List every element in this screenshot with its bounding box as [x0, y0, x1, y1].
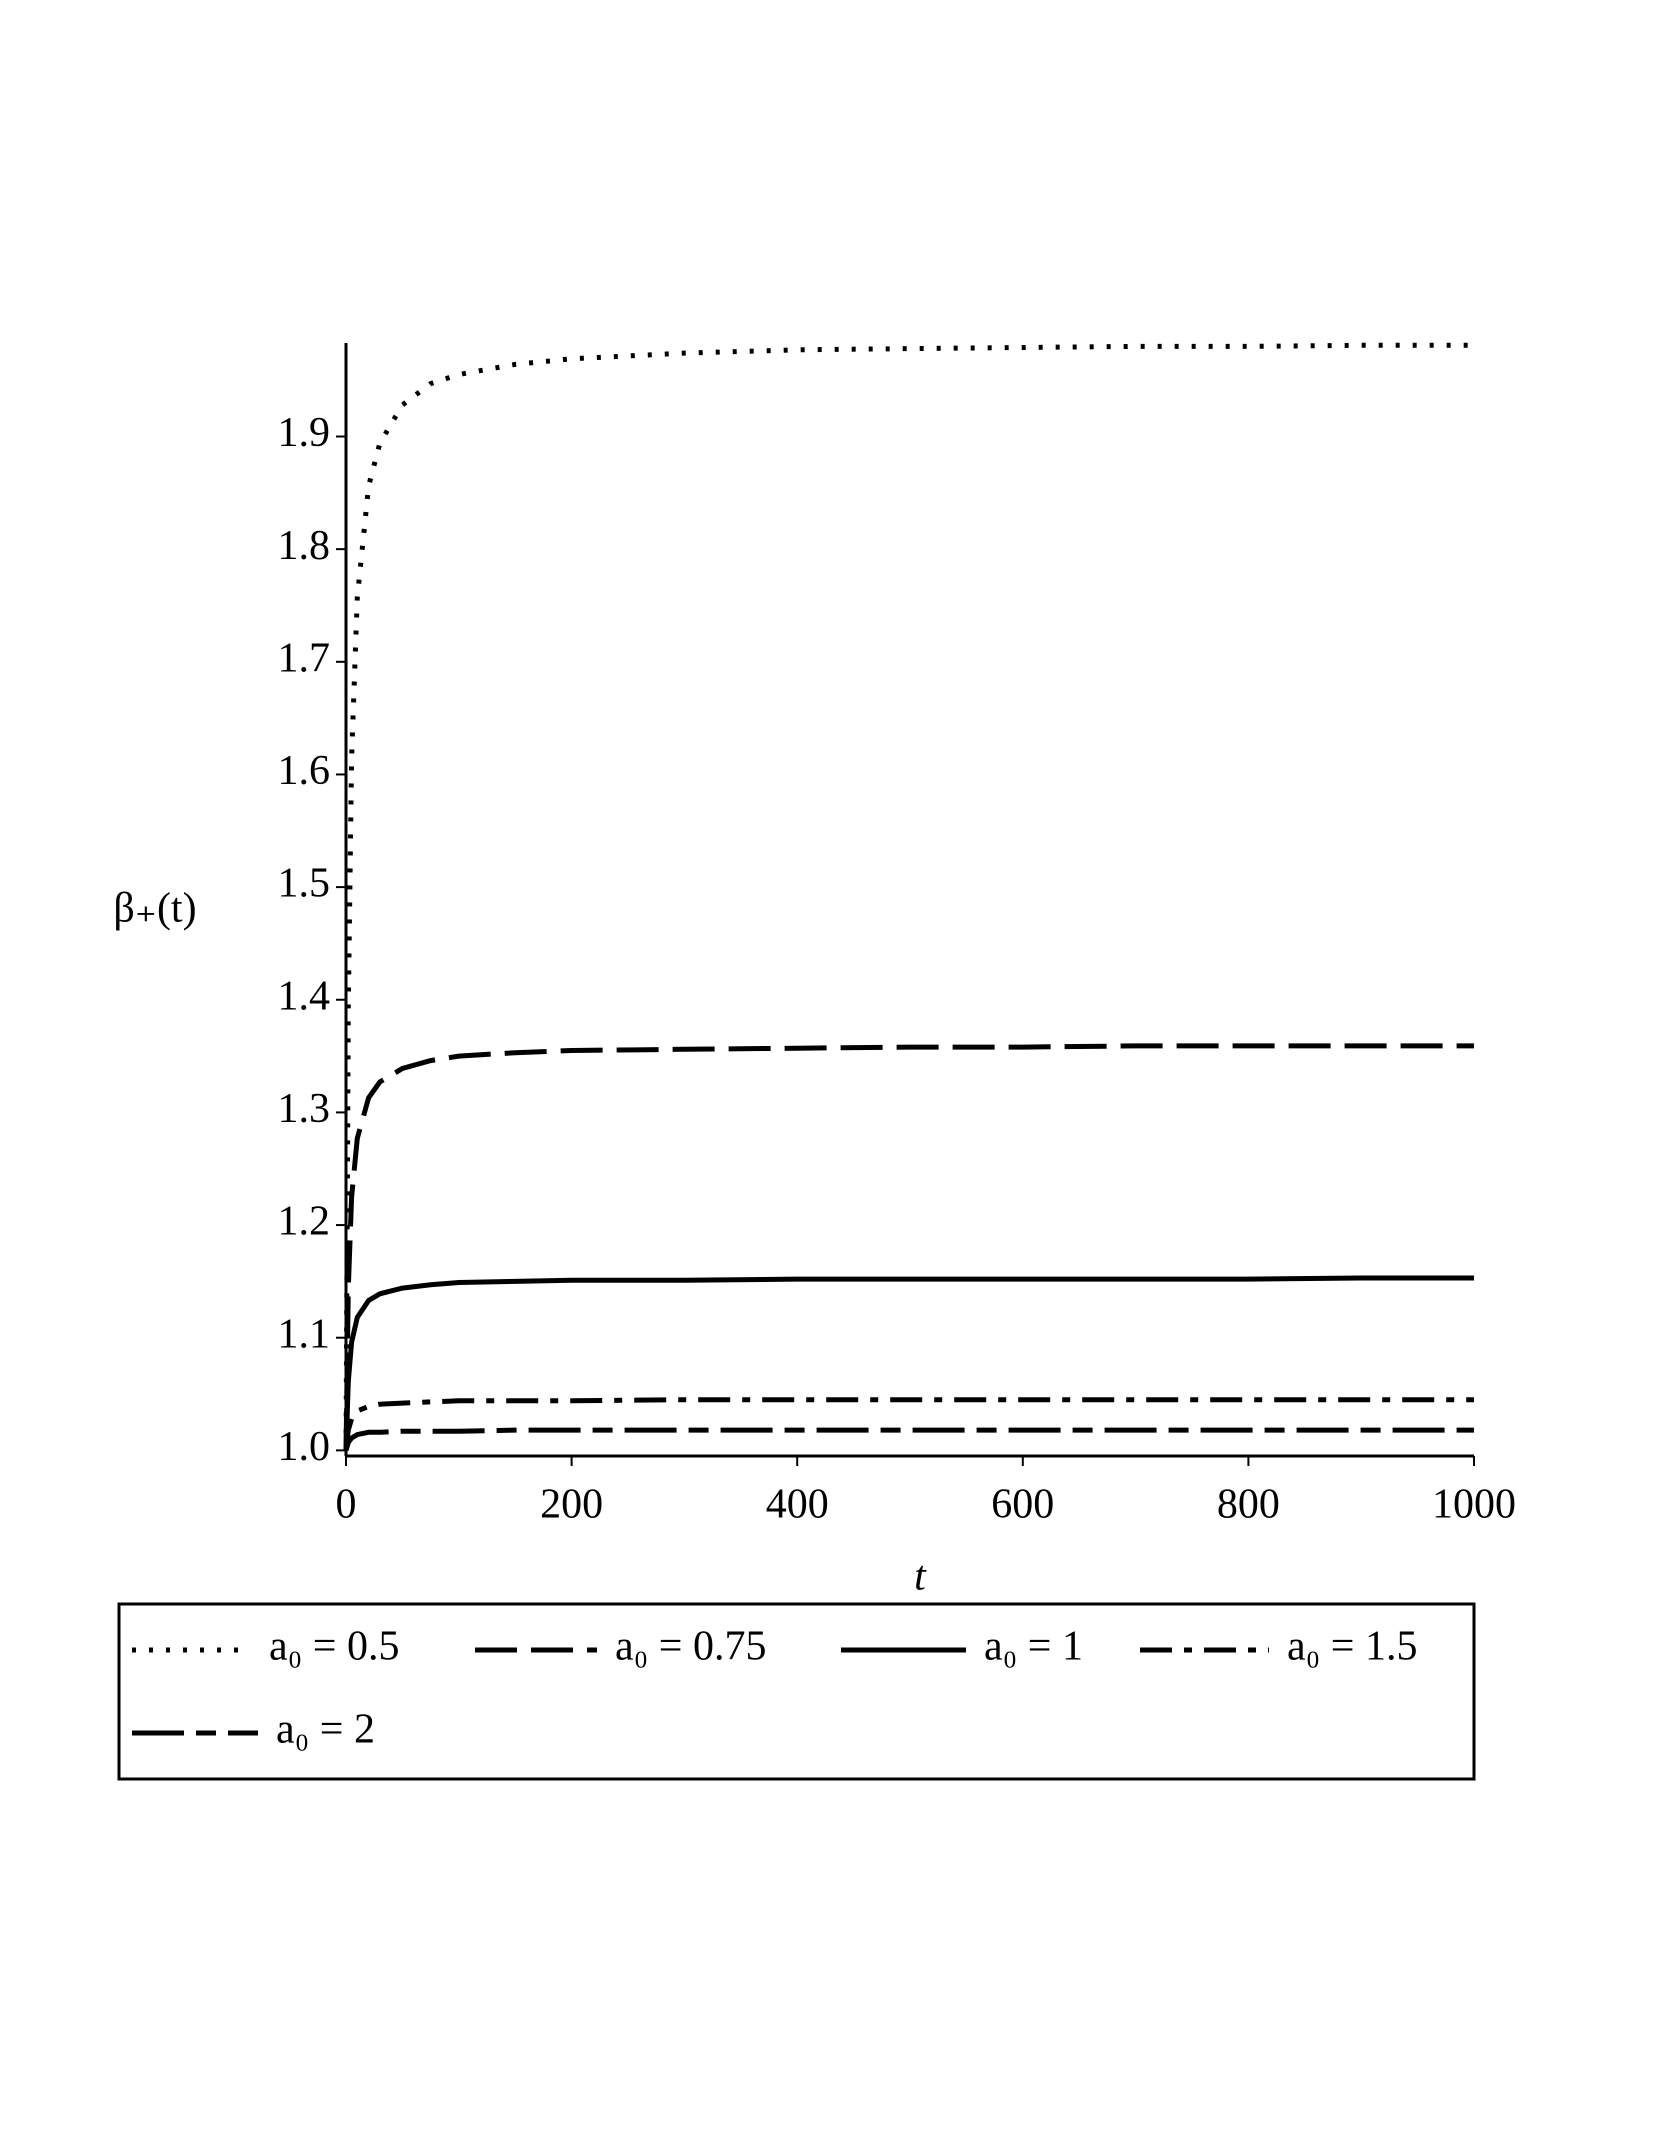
legend-label: a₀ = 0.5 [269, 1624, 399, 1670]
y-tick-label: 1.8 [278, 523, 331, 569]
series-line [343, 1427, 1474, 1452]
y-tick-label: 1.4 [278, 973, 331, 1019]
y-tick-label: 1.3 [278, 1086, 331, 1132]
x-tick-label: 0 [336, 1482, 357, 1528]
legend-label: a₀ = 1 [984, 1624, 1083, 1670]
x-tick-label: 400 [766, 1482, 829, 1528]
x-axis-label: t [914, 1554, 927, 1600]
legend-label: a₀ = 2 [276, 1707, 375, 1753]
legend-label: a₀ = 0.75 [615, 1624, 766, 1670]
y-axis-label: β₊(t) [113, 886, 196, 932]
series-line [343, 342, 1474, 1451]
y-tick-label: 1.6 [278, 748, 331, 794]
y-tick-label: 1.9 [278, 410, 331, 456]
x-tick-label: 200 [540, 1482, 603, 1528]
series-line [343, 1397, 1474, 1451]
x-tick-label: 800 [1217, 1482, 1280, 1528]
legend-box [117, 1602, 1476, 1781]
x-tick-label: 1000 [1432, 1482, 1516, 1528]
y-tick-label: 1.7 [278, 635, 331, 681]
x-tick-label: 600 [991, 1482, 1054, 1528]
legend-label: a₀ = 1.5 [1287, 1624, 1417, 1670]
y-tick-label: 1.2 [278, 1199, 331, 1245]
series-line [343, 1043, 1474, 1451]
series-line [343, 1275, 1474, 1451]
y-tick-label: 1.1 [278, 1311, 331, 1357]
y-tick-label: 1.0 [278, 1424, 331, 1470]
y-tick-label: 1.5 [278, 861, 331, 907]
